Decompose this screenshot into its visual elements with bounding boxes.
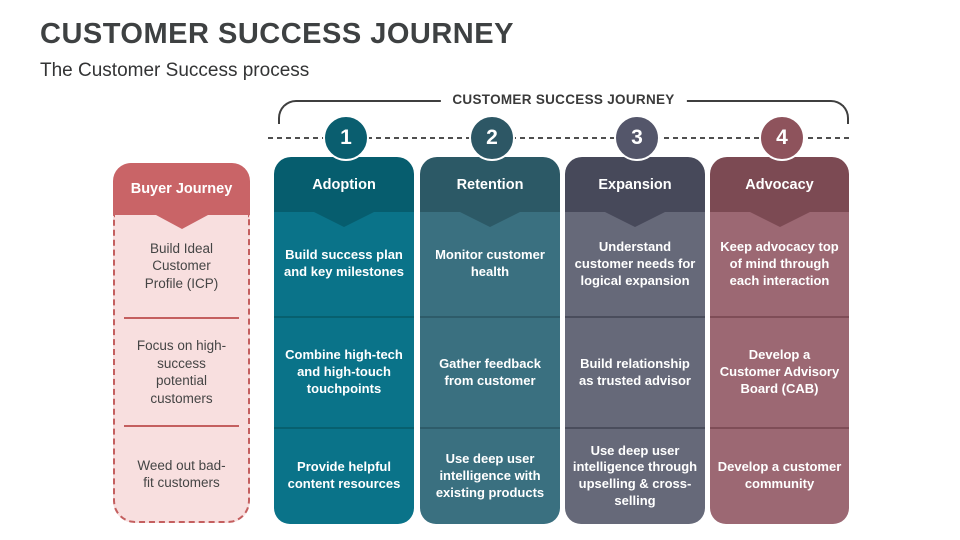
list-item: Build Ideal Customer Profile (ICP): [115, 215, 248, 317]
column-body: Keep advocacy top of mind through each i…: [710, 212, 849, 524]
column-body: Understand customer needs for logical ex…: [565, 212, 705, 524]
item-text: Develop a Customer Advisory Board (CAB): [719, 347, 840, 396]
page-subtitle: The Customer Success process: [40, 60, 310, 81]
column-title: Buyer Journey: [130, 181, 233, 197]
list-item: Develop a customer community: [710, 429, 849, 524]
item-text: Combine high-tech and high-touch touchpo…: [285, 347, 403, 396]
step-circle-3: 3: [614, 115, 660, 161]
column-buyer-journey: Buyer Journey Build Ideal Customer Profi…: [113, 163, 250, 523]
list-item: Understand customer needs for logical ex…: [565, 212, 705, 316]
column-header: Retention: [420, 157, 560, 212]
item-text: Build Ideal Customer Profile (ICP): [144, 240, 219, 291]
list-item: Use deep user intelligence through upsel…: [565, 429, 705, 524]
step-circle-1: 1: [323, 115, 369, 161]
step-circle-4: 4: [759, 115, 805, 161]
column-advocacy: Advocacy Keep advocacy top of mind throu…: [710, 157, 849, 524]
step-circle-2: 2: [469, 115, 515, 161]
page-title: CUSTOMER SUCCESS JOURNEY: [40, 18, 514, 50]
list-item: Combine high-tech and high-touch touchpo…: [274, 316, 414, 429]
step-number: 3: [631, 126, 643, 149]
column-header: Advocacy: [710, 157, 849, 212]
column-header: Adoption: [274, 157, 414, 212]
column-title: Expansion: [598, 176, 672, 193]
column-title: Retention: [456, 176, 524, 193]
bracket-label: CUSTOMER SUCCESS JOURNEY: [440, 92, 687, 107]
column-title: Advocacy: [745, 176, 814, 193]
list-item: Provide helpful content resources: [274, 429, 414, 524]
list-item: Use deep user intelligence with existing…: [420, 429, 560, 524]
chevron-down-icon: [155, 215, 208, 229]
item-text: Understand customer needs for logical ex…: [574, 238, 696, 288]
list-item: Build relationship as trusted advisor: [565, 316, 705, 429]
column-body: Build success plan and key milestones Co…: [274, 212, 414, 524]
item-text: Use deep user intelligence through upsel…: [572, 442, 698, 509]
item-text: Monitor customer health: [435, 247, 545, 280]
journey-bracket: CUSTOMER SUCCESS JOURNEY: [278, 92, 849, 124]
item-text: Focus on high-success potential customer…: [136, 338, 227, 406]
item-text: Build success plan and key milestones: [284, 247, 404, 280]
list-item: Build success plan and key milestones: [274, 212, 414, 316]
column-header: Buyer Journey: [113, 163, 250, 215]
column-expansion: Expansion Understand customer needs for …: [565, 157, 705, 524]
item-text: Build relationship as trusted advisor: [579, 355, 691, 388]
list-item: Weed out bad-fit customers: [115, 427, 248, 521]
chevron-down-icon: [314, 212, 374, 227]
chevron-down-icon: [749, 212, 810, 227]
column-header: Expansion: [565, 157, 705, 212]
list-item: Develop a Customer Advisory Board (CAB): [710, 316, 849, 429]
list-item: Keep advocacy top of mind through each i…: [710, 212, 849, 316]
item-text: Gather feedback from customer: [439, 355, 541, 388]
item-text: Use deep user intelligence with existing…: [435, 450, 545, 500]
timeline-dashed-line: [268, 137, 852, 139]
step-number: 1: [340, 126, 352, 149]
item-text: Provide helpful content resources: [287, 459, 401, 492]
column-body: Build Ideal Customer Profile (ICP) Focus…: [113, 215, 250, 523]
item-text: Weed out bad-fit customers: [137, 457, 226, 491]
list-item: Focus on high-success potential customer…: [124, 317, 239, 428]
item-text: Keep advocacy top of mind through each i…: [720, 238, 839, 288]
list-item: Monitor customer health: [420, 212, 560, 316]
step-number: 2: [486, 126, 498, 149]
list-item: Gather feedback from customer: [420, 316, 560, 429]
column-body: Monitor customer health Gather feedback …: [420, 212, 560, 524]
column-title: Adoption: [312, 176, 376, 193]
chevron-down-icon: [460, 212, 520, 227]
column-retention: Retention Monitor customer health Gather…: [420, 157, 560, 524]
step-number: 4: [776, 126, 788, 149]
column-adoption: Adoption Build success plan and key mile…: [274, 157, 414, 524]
chevron-down-icon: [605, 212, 665, 227]
item-text: Develop a customer community: [717, 459, 842, 492]
